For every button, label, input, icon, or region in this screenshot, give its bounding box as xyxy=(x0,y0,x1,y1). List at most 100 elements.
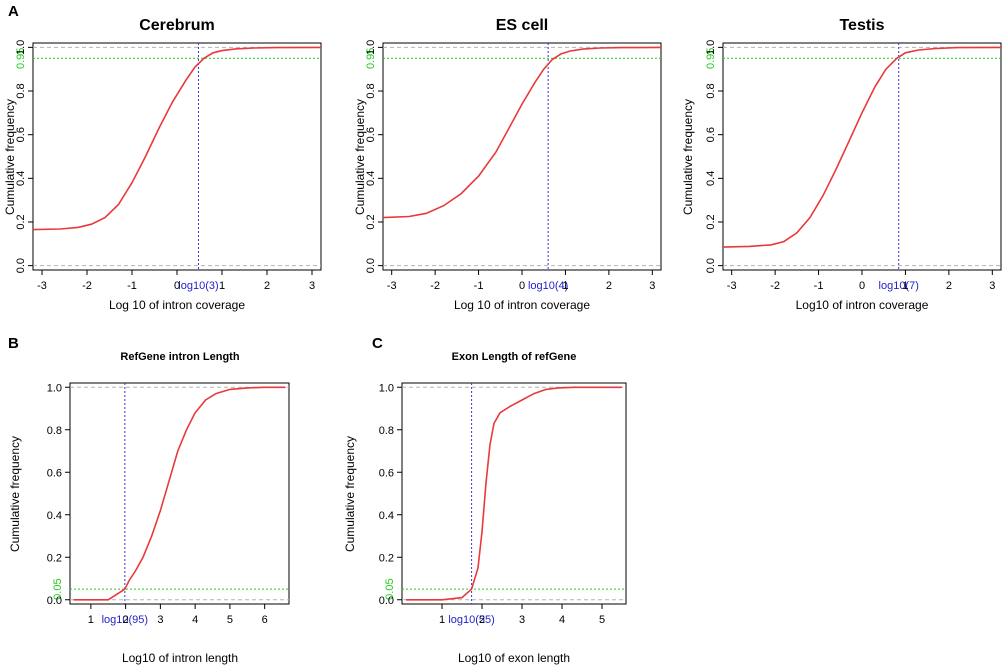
series-line xyxy=(722,46,1002,248)
y-tick-label: 0.6 xyxy=(379,467,394,479)
x-tick-label: 1 xyxy=(562,280,568,292)
x-tick-label: 2 xyxy=(264,280,270,292)
green-label: 0.95 xyxy=(365,48,377,69)
x-tick-label: -3 xyxy=(727,280,737,292)
y-tick-label: 0.0 xyxy=(47,595,62,607)
y-axis-label: Cumulative frequency xyxy=(3,99,17,215)
blue-label: log10(4) xyxy=(528,280,568,292)
chart-cerebrum: Cerebrum Log 10 of intron coverage Cumul… xyxy=(3,17,322,312)
y-axis-label: Cumulative frequency xyxy=(681,99,695,215)
x-tick-label: -1 xyxy=(127,280,137,292)
y-tick-label: 0.2 xyxy=(365,214,377,229)
y-tick-label: 0.4 xyxy=(15,171,27,186)
chart-refgene-intron-length: RefGene intron Length Log10 of intron le… xyxy=(8,351,290,665)
x-tick-label: 5 xyxy=(227,614,233,626)
x-tick-label: 3 xyxy=(989,280,995,292)
y-tick-label: 0.6 xyxy=(705,127,717,142)
chart-title: Cerebrum xyxy=(139,17,215,34)
x-tick-label: 4 xyxy=(192,614,198,626)
series-line xyxy=(406,386,622,601)
x-tick-label: 0 xyxy=(519,280,525,292)
y-tick-label: 0.0 xyxy=(379,595,394,607)
x-tick-label: 2 xyxy=(606,280,612,292)
blue-label: log10(55) xyxy=(448,614,494,626)
y-tick-label: 0.4 xyxy=(705,171,717,186)
y-tick-label: 0.4 xyxy=(379,510,394,522)
chart-title: Testis xyxy=(839,17,884,34)
x-tick-label: 2 xyxy=(123,614,129,626)
y-tick-label: 0.4 xyxy=(47,510,62,522)
y-tick-label: 0.2 xyxy=(379,552,394,564)
x-tick-label: -3 xyxy=(37,280,47,292)
x-tick-label: -2 xyxy=(770,280,780,292)
x-tick-label: 3 xyxy=(157,614,163,626)
x-axis-label: Log10 of intron coverage xyxy=(796,298,929,312)
chart-exon-length-of-refgene: Exon Length of refGene Log10 of exon len… xyxy=(343,351,627,665)
green-label: 0.05 xyxy=(384,578,396,599)
green-label: 0.05 xyxy=(52,578,64,599)
series-line xyxy=(73,386,286,601)
plot-frame xyxy=(722,42,1002,271)
y-tick-label: 0.6 xyxy=(47,467,62,479)
x-axis-label: Log 10 of intron coverage xyxy=(454,298,590,312)
x-tick-label: 1 xyxy=(88,614,94,626)
y-tick-label: 0.6 xyxy=(365,127,377,142)
chart-title: Exon Length of refGene xyxy=(452,351,577,363)
plot-frame xyxy=(69,382,290,605)
y-tick-label: 0.0 xyxy=(15,258,27,273)
y-tick-label: 1.0 xyxy=(47,382,62,394)
x-tick-label: 0 xyxy=(859,280,865,292)
y-axis-label: Cumulative frequency xyxy=(353,99,367,215)
panel-label-a: A xyxy=(8,3,19,20)
x-axis-label: Log 10 of intron coverage xyxy=(109,298,245,312)
y-tick-label: 0.0 xyxy=(365,258,377,273)
y-tick-label: 0.6 xyxy=(15,127,27,142)
y-tick-label: 0.8 xyxy=(705,83,717,98)
x-tick-label: 2 xyxy=(946,280,952,292)
x-tick-label: 3 xyxy=(649,280,655,292)
chart-title: RefGene intron Length xyxy=(120,351,239,363)
y-tick-label: 0.8 xyxy=(379,425,394,437)
x-tick-label: 1 xyxy=(902,280,908,292)
x-tick-label: 0 xyxy=(174,280,180,292)
plot-frame xyxy=(382,42,662,271)
y-tick-label: 0.8 xyxy=(15,83,27,98)
chart-es-cell: ES cell Log 10 of intron coverage Cumula… xyxy=(353,17,662,312)
x-tick-label: -1 xyxy=(814,280,824,292)
series-line xyxy=(382,46,662,219)
chart-title: ES cell xyxy=(496,17,548,34)
x-tick-label: -3 xyxy=(387,280,397,292)
x-tick-label: 2 xyxy=(479,614,485,626)
plot-frame xyxy=(401,382,627,605)
green-label: 0.95 xyxy=(15,48,27,69)
blue-label: log10(7) xyxy=(879,280,919,292)
y-tick-label: 0.0 xyxy=(705,258,717,273)
y-tick-label: 1.0 xyxy=(15,40,27,55)
panel-label-b: B xyxy=(8,335,19,352)
x-axis-label: Log10 of intron length xyxy=(122,651,238,665)
y-tick-label: 0.2 xyxy=(15,214,27,229)
y-axis-label: Cumulative frequency xyxy=(8,436,22,552)
series-line xyxy=(32,46,322,231)
chart-testis: Testis Log10 of intron coverage Cumulati… xyxy=(681,17,1002,312)
x-tick-label: 4 xyxy=(559,614,565,626)
y-tick-label: 0.8 xyxy=(47,425,62,437)
y-axis-label: Cumulative frequency xyxy=(343,436,357,552)
x-tick-label: -1 xyxy=(474,280,484,292)
y-tick-label: 1.0 xyxy=(365,40,377,55)
y-tick-label: 0.2 xyxy=(47,552,62,564)
x-axis-label: Log10 of exon length xyxy=(458,651,570,665)
x-tick-label: -2 xyxy=(82,280,92,292)
blue-label: log10(95) xyxy=(102,614,148,626)
y-tick-label: 0.2 xyxy=(705,214,717,229)
x-tick-label: 3 xyxy=(309,280,315,292)
blue-label: log10(3) xyxy=(178,280,218,292)
x-tick-label: 6 xyxy=(262,614,268,626)
plot-frame xyxy=(32,42,322,271)
y-tick-label: 0.4 xyxy=(365,171,377,186)
x-tick-label: -2 xyxy=(430,280,440,292)
x-tick-label: 1 xyxy=(219,280,225,292)
green-label: 0.95 xyxy=(705,48,717,69)
x-tick-label: 5 xyxy=(599,614,605,626)
